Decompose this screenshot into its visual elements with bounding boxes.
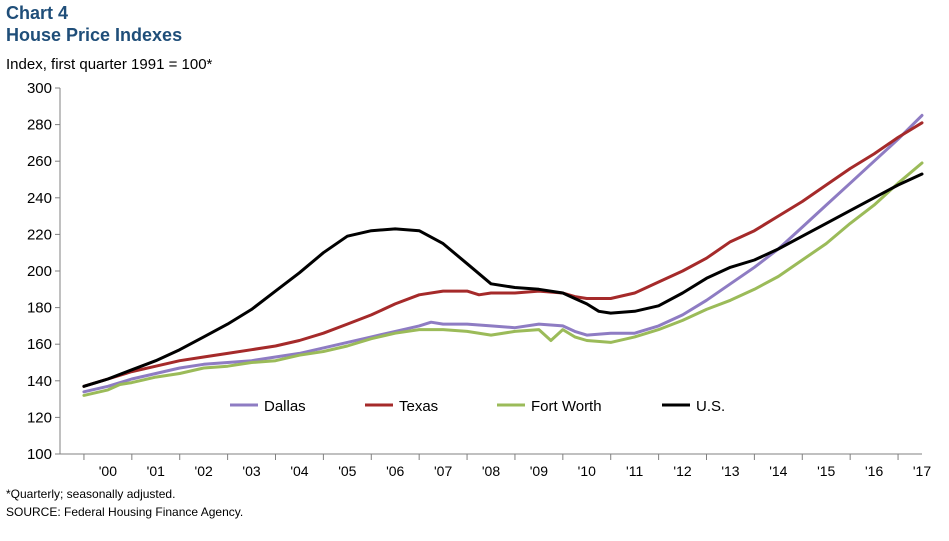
x-tick-label: '17: [913, 463, 931, 479]
x-tick-label: '08: [482, 463, 500, 479]
chart-axes: [59, 88, 922, 455]
x-tick-label: '16: [865, 463, 883, 479]
y-axis-label: Index, first quarter 1991 = 100*: [6, 56, 213, 73]
y-tick-label: 100: [27, 446, 52, 463]
legend-label-fort-worth: Fort Worth: [531, 398, 602, 415]
series-line-u-s: [82, 172, 924, 388]
legend-label-dallas: Dallas: [264, 398, 306, 415]
y-tick-label: 300: [27, 80, 52, 97]
y-tick-label: 120: [27, 409, 52, 426]
x-tick-label: '03: [242, 463, 260, 479]
chart-number: Chart 4: [6, 3, 69, 23]
legend-label-texas: Texas: [399, 398, 438, 415]
x-tick-label: '15: [817, 463, 835, 479]
y-tick-label: 160: [27, 336, 52, 353]
chart-title: House Price Indexes: [6, 25, 183, 45]
x-tick-label: '13: [721, 463, 739, 479]
x-tick-label: '11: [626, 463, 643, 479]
x-tick-label: '00: [99, 463, 117, 479]
x-tick-label: '07: [434, 463, 452, 479]
y-tick-label: 280: [27, 117, 52, 134]
x-tick-label: '02: [195, 463, 213, 479]
y-tick-label: 260: [27, 153, 52, 170]
x-tick-label: '10: [578, 463, 596, 479]
y-tick-labels: 100 120 140 160 180 200 220 240 260 280 300: [27, 80, 60, 463]
series-lines: [82, 113, 924, 397]
y-tick-label: 240: [27, 190, 52, 207]
x-tick-labels: '00 '01 '02 '03 '04 '05 '06 '07 '08 '09 '10 '11 '12 '…: [83, 454, 931, 479]
series-line-dallas: [82, 113, 924, 394]
footnote: *Quarterly; seasonally adjusted.: [6, 487, 176, 501]
series-line-fort-worth: [82, 161, 924, 397]
x-tick-label: '06: [386, 463, 404, 479]
y-tick-label: 140: [27, 373, 52, 390]
x-tick-label: '09: [530, 463, 548, 479]
x-tick-label: '12: [673, 463, 691, 479]
x-tick-label: '01: [147, 463, 165, 479]
x-tick-label: '05: [338, 463, 356, 479]
y-tick-label: 200: [27, 263, 52, 280]
y-tick-label: 220: [27, 226, 52, 243]
x-tick-label: '14: [769, 463, 787, 479]
chart-legend: Dallas Texas Fort Worth U.S.: [230, 398, 725, 415]
series-line-texas: [82, 121, 924, 388]
y-tick-label: 180: [27, 300, 52, 317]
x-tick-label: '04: [290, 463, 308, 479]
legend-label-u-s: U.S.: [696, 398, 725, 415]
source-note: SOURCE: Federal Housing Finance Agency.: [6, 505, 244, 519]
